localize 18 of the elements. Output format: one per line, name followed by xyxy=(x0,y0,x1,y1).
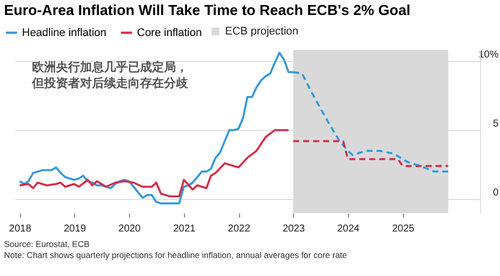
x-tick-label: 2021 xyxy=(173,224,196,234)
y-tick-label: 5 xyxy=(492,118,499,130)
chart-title: Euro-Area Inflation Will Take Time to Reach ECB's 2% Goal xyxy=(4,3,410,19)
text: Note: Chart shows quarterly projections for headline inflation, annual averages for core rate xyxy=(4,250,348,260)
x-tick-label: 2019 xyxy=(64,224,86,234)
y-tick-label: 0 xyxy=(492,188,499,199)
x-tick-label: 2025 xyxy=(392,224,415,234)
legend-label: Headline inflation xyxy=(22,26,106,39)
legend-label: Core inflation xyxy=(137,26,202,39)
x-tick-label: 2022 xyxy=(228,224,251,234)
annotation: 欧洲央行加息几乎已成定局，但投资者对后续走向存在分歧 xyxy=(31,60,189,90)
x-tick-label: 2024 xyxy=(337,224,360,234)
source-note: Source: Eurostat, ECB xyxy=(4,239,90,249)
x-tick-label: 2018 xyxy=(9,224,32,234)
legend-label: ECB projection xyxy=(225,26,298,38)
x-tick-label: 2020 xyxy=(118,224,142,234)
x-tick-label: 2023 xyxy=(282,224,306,234)
y-tick-label: 10% xyxy=(478,50,499,61)
